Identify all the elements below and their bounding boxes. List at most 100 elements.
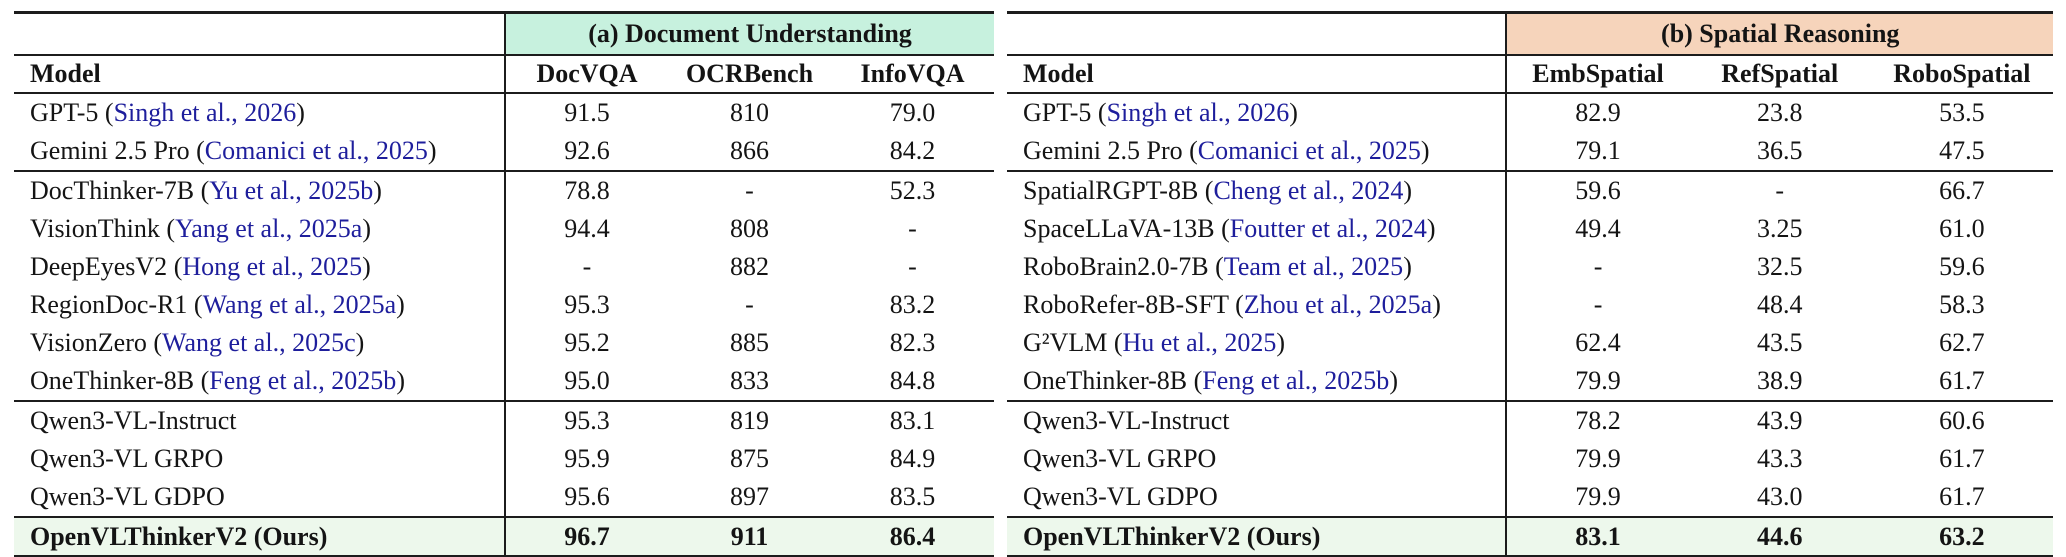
score-cell: 66.7 [1870, 170, 2053, 210]
citation-link[interactable]: Feng et al., 2025b [1202, 366, 1390, 396]
citation-link[interactable]: Zhou et al., 2025a [1243, 290, 1433, 320]
score-cell: - [908, 252, 917, 282]
model-name: Qwen3-VL GDPO [1023, 482, 1218, 512]
score-cell: 53.5 [1939, 98, 1985, 128]
model-name-cell: OpenVLThinkerV2 (Ours) [14, 516, 506, 557]
model-name: VisionZero [30, 328, 147, 358]
table-row: Qwen3-VL GRPO 95.9 875 84.9 [14, 440, 994, 478]
table-row: DeepEyesV2 (Hong et al., 2025) - 882 - [14, 248, 994, 286]
score-cell: 92.6 [564, 136, 610, 166]
table-row: Gemini 2.5 Pro (Comanici et al., 2025) 79… [1007, 132, 2053, 171]
score-cell: 36.5 [1756, 136, 1803, 166]
model-name: Qwen3-VL GDPO [30, 482, 225, 512]
citation-link[interactable]: Yu et al., 2025b [209, 176, 374, 206]
model-name-cell: SpatialRGPT-8B (Cheng et al., 2024) [1007, 170, 1508, 210]
table-row: SpatialRGPT-8B (Cheng et al., 2024) 59.6-… [1007, 170, 2053, 210]
model-name-cell: Qwen3-VL-Instruct [14, 400, 506, 440]
model-name-cell: SpaceLLaVA-13B (Foutter et al., 2024) [1007, 210, 1508, 248]
score-cell: 866 [730, 136, 769, 166]
model-name-cell: OneThinker-8B (Feng et al., 2025b) [14, 362, 506, 401]
score-cell: 59.6 [1506, 170, 1689, 210]
score-cell: 63.2 [1870, 516, 2053, 557]
score-cell: 48.4 [1756, 290, 1803, 320]
model-name-cell: VisionThink (Yang et al., 2025a) [14, 210, 506, 248]
model-name: DeepEyesV2 [30, 252, 168, 282]
model-name-cell: DeepEyesV2 (Hong et al., 2025) [14, 248, 506, 286]
score-cell: 84.2 [889, 136, 936, 166]
citation-link[interactable]: Wang et al., 2025a [202, 290, 397, 320]
table-row: GPT-5 (Singh et al., 2026) 82.9 23.8 53.5 [1007, 93, 2053, 132]
model-name-cell: Qwen3-VL GDPO [1007, 478, 1508, 517]
table-row: VisionZero (Wang et al., 2025c) 95.2 885 82… [14, 324, 994, 362]
citation-link[interactable]: Wang et al., 2025c [162, 328, 356, 358]
score-cell: 83.5 [889, 482, 936, 512]
score-cell: 96.7 [505, 516, 668, 557]
table-row: GPT-5 (Singh et al., 2026) 91.5 810 79.0 [14, 93, 994, 132]
score-cell: 82.3 [889, 328, 936, 358]
citation-link[interactable]: Hu et al., 2025 [1122, 328, 1277, 358]
score-cell: 62.7 [1939, 328, 1985, 358]
model-name-cell: Qwen3-VL GDPO [14, 478, 506, 517]
score-cell: 83.1 [831, 400, 995, 440]
model-name: RoboBrain2.0-7B [1023, 252, 1209, 282]
score-cell: 95.3 [564, 290, 610, 320]
model-name: Qwen3-VL GRPO [30, 444, 224, 474]
table-row: Qwen3-VL GDPO 95.6 897 83.5 [14, 478, 994, 517]
score-cell: 44.6 [1688, 516, 1871, 557]
score-cell: 95.0 [564, 366, 610, 396]
citation-link[interactable]: Yang et al., 2025a [175, 214, 363, 244]
model-name-cell: RegionDoc-R1 (Wang et al., 2025a) [14, 286, 506, 324]
table-row: Qwen3-VL GRPO 79.9 43.3 61.7 [1007, 440, 2053, 478]
table-row: SpaceLLaVA-13B (Foutter et al., 2024) 49.… [1007, 210, 2053, 248]
score-cell: - [582, 252, 592, 282]
score-cell: 43.9 [1688, 400, 1871, 440]
citation-link[interactable]: Comanici et al., 2025 [204, 136, 428, 166]
table-caption-spatial-reasoning: (b) Spatial Reasoning [1506, 12, 2053, 56]
model-name: DocThinker-7B [30, 176, 195, 206]
table-row: RegionDoc-R1 (Wang et al., 2025a) 95.3 - 83… [14, 286, 994, 324]
table-row: OneThinker-8B (Feng et al., 2025b) 95.0 83… [14, 362, 994, 401]
model-name-cell: GPT-5 (Singh et al., 2026) [1007, 93, 1508, 132]
score-cell: 79.9 [1575, 482, 1621, 512]
model-name: VisionThink [30, 214, 160, 244]
score-cell: 79.0 [889, 98, 936, 128]
citation-link[interactable]: Team et al., 2025 [1223, 252, 1404, 282]
score-cell: 810 [730, 98, 769, 128]
citation-link[interactable]: Comanici et al., 2025 [1197, 136, 1421, 166]
caption-spacer-cell [14, 12, 506, 56]
score-cell: 95.9 [564, 444, 610, 474]
score-cell: - [668, 170, 831, 210]
citation-link[interactable]: Cheng et al., 2024 [1213, 176, 1404, 206]
score-cell: 86.4 [831, 516, 995, 557]
score-cell: 78.8 [505, 170, 668, 210]
score-cell: - [1688, 170, 1871, 210]
score-cell: 83.2 [889, 290, 936, 320]
table-row: Qwen3-VL GDPO 79.9 43.0 61.7 [1007, 478, 2053, 517]
score-cell: 61.7 [1939, 444, 1985, 474]
score-cell: 91.5 [564, 98, 610, 128]
model-name-cell: Qwen3-VL-Instruct [1007, 400, 1508, 440]
model-name: GPT-5 [30, 98, 99, 128]
score-cell: 95.6 [564, 482, 610, 512]
score-cell: 83.1 [1506, 516, 1689, 557]
column-header-refspatial: RefSpatial [1688, 55, 1871, 94]
citation-link[interactable]: Singh et al., 2026 [1106, 98, 1290, 128]
score-cell: 833 [730, 366, 769, 396]
score-cell: 808 [730, 214, 769, 244]
caption-spacer-cell [1007, 12, 1508, 56]
model-name: G²VLM [1023, 328, 1108, 358]
model-name-cell: G²VLM (Hu et al., 2025) [1007, 324, 1508, 362]
column-header-docvqa: DocVQA [505, 55, 668, 94]
table-row: OpenVLThinkerV2 (Ours) 96.7 911 86.4 [14, 516, 995, 557]
citation-link[interactable]: Foutter et al., 2024 [1229, 214, 1427, 244]
table-row: DocThinker-7B (Yu et al., 2025b) 78.8-52.… [14, 170, 995, 210]
citation-link[interactable]: Feng et al., 2025b [209, 366, 397, 396]
column-header-ocrbench: OCRBench [668, 55, 831, 94]
score-cell: 47.5 [1939, 136, 1985, 166]
model-name: OneThinker-8B [1023, 366, 1188, 396]
citation-link[interactable]: Hong et al., 2025 [182, 252, 363, 282]
score-cell: 43.5 [1756, 328, 1803, 358]
citation-link[interactable]: Singh et al., 2026 [113, 98, 297, 128]
score-cell: 875 [730, 444, 769, 474]
model-name-cell: Gemini 2.5 Pro (Comanici et al., 2025) [14, 132, 506, 171]
